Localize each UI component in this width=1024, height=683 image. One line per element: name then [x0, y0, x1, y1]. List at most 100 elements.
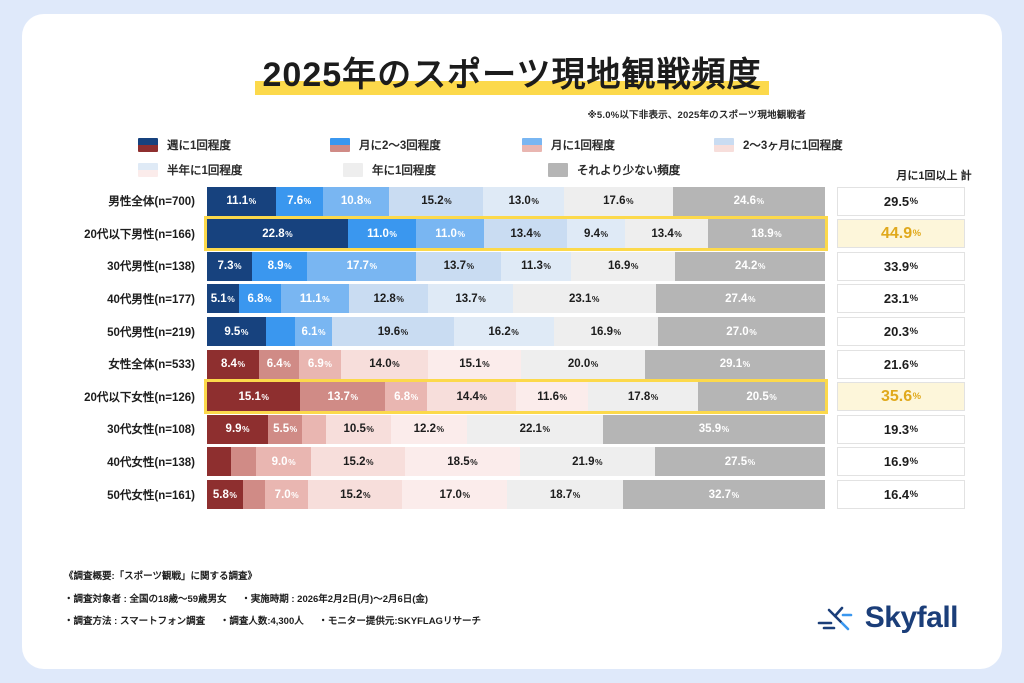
bar-segment[interactable]: 12.2%	[391, 414, 467, 444]
bar-segment[interactable]: 29.1%	[644, 349, 825, 379]
bar-segment[interactable]: 9.5%	[207, 317, 266, 347]
title-note: ※5.0%以下非表示、2025年のスポーツ現地観戦者	[587, 109, 806, 121]
bar-segment[interactable]: 8.9%	[252, 251, 308, 281]
bar-segment[interactable]	[242, 480, 266, 510]
bar-segment[interactable]: 7.6%	[275, 186, 323, 216]
bar-segment[interactable]: 6.8%	[238, 284, 281, 314]
bar-segment[interactable]: 32.7%	[622, 480, 825, 510]
percent-sign: %	[470, 456, 478, 467]
bar-segment[interactable]: 6.9%	[298, 349, 342, 379]
legend-label: 週に1回程度	[167, 139, 231, 152]
bar-segment[interactable]	[265, 317, 295, 347]
bar-segment[interactable]: 10.8%	[322, 186, 390, 216]
bar-segment[interactable]: 9.9%	[207, 414, 269, 444]
legend-item-1[interactable]: 月に2〜3回程度	[330, 137, 522, 153]
legend-item-2[interactable]: 月に1回程度	[522, 137, 714, 153]
bar-segment[interactable]: 21.9%	[519, 447, 655, 477]
bar-segment[interactable]: 11.0%	[416, 219, 485, 249]
logo-wordmark: Skyfall	[864, 601, 959, 634]
bar-segment[interactable]: 20.5%	[698, 382, 825, 412]
bar-segment[interactable]: 15.1%	[427, 349, 522, 379]
bar-segment[interactable]: 24.6%	[672, 186, 825, 216]
survey-heading: 《調査概要:「スポーツ観戦」に関する調査》	[64, 571, 257, 582]
bar-segment[interactable]: 22.1%	[466, 414, 604, 444]
legend-item-4[interactable]: 半年に1回程度	[138, 162, 343, 178]
bar-segment[interactable]: 6.4%	[258, 349, 299, 379]
bar-segment[interactable]: 17.8%	[588, 382, 699, 412]
bar-segment[interactable]: 7.0%	[265, 480, 309, 510]
survey-method: ・調査方法 : スマートフォン調査	[64, 616, 206, 627]
bar-segment[interactable]: 15.2%	[389, 186, 484, 216]
bar-segment[interactable]: 17.0%	[402, 480, 508, 510]
bar-segment[interactable]: 15.2%	[308, 480, 403, 510]
bar-segment[interactable]: 15.1%	[207, 382, 301, 412]
bar-segment[interactable]: 14.4%	[427, 382, 517, 412]
bar-segment[interactable]: 11.1%	[280, 284, 350, 314]
bar-segment[interactable]: 35.9%	[603, 414, 825, 444]
bar-segment[interactable]: 20.0%	[521, 349, 645, 379]
bar-segment[interactable]: 17.6%	[563, 186, 673, 216]
bar-segment[interactable]: 11.0%	[348, 219, 417, 249]
percent-sign: %	[324, 359, 332, 370]
percent-sign: %	[396, 293, 404, 304]
segment-value: 22.1	[519, 423, 542, 436]
bar-segment[interactable]: 23.1%	[512, 284, 656, 314]
percent-sign: %	[283, 359, 291, 370]
bar-segment[interactable]: 13.4%	[484, 219, 568, 249]
segment-value: 17.7	[346, 260, 369, 273]
bar-segment[interactable]: 13.0%	[483, 186, 564, 216]
bar-segment[interactable]: 13.7%	[428, 284, 513, 314]
bar-segment[interactable]: 5.5%	[268, 414, 303, 444]
percent-sign: %	[410, 391, 419, 402]
survey-provider: ・モニター提供元:SKYFLAGリサーチ	[318, 616, 481, 627]
bar-segment[interactable]: 9.0%	[255, 447, 312, 477]
percent-sign: %	[531, 196, 539, 207]
bar-segment[interactable]: 27.0%	[658, 317, 825, 347]
bar-segment[interactable]: 15.2%	[311, 447, 406, 477]
segment-value: 9.9	[225, 423, 242, 436]
bar-segment[interactable]: 8.4%	[207, 349, 259, 379]
bar-segment[interactable]: 27.5%	[655, 447, 825, 477]
bar-segment[interactable]: 10.5%	[326, 414, 392, 444]
bar-segment[interactable]: 6.1%	[294, 317, 333, 347]
segment-value: 10.8	[340, 195, 364, 208]
stacked-bar: 22.8% 11.0% 11.0% 13.4% 9.4% 13.4% 18.9%	[204, 216, 828, 252]
bar-segment[interactable]: 5.8%	[207, 480, 243, 510]
bar-segment[interactable]: 18.9%	[708, 219, 825, 249]
bar-segment[interactable]: 11.1%	[207, 186, 276, 216]
segment-value: 11.1	[299, 292, 322, 305]
bar-segment[interactable]: 16.9%	[553, 317, 659, 347]
bar-segment[interactable]: 13.7%	[300, 382, 386, 412]
bar-segment[interactable]: 14.0%	[341, 349, 428, 379]
bar-segment[interactable]: 18.5%	[405, 447, 520, 477]
bar-segment[interactable]: 5.1%	[207, 284, 239, 314]
legend-item-3[interactable]: 2〜3ヶ月に1回程度	[714, 137, 906, 153]
bar-segment[interactable]: 12.8%	[349, 284, 429, 314]
legend-item-5[interactable]: 年に1回程度	[343, 162, 548, 178]
bar-segment[interactable]: 17.7%	[307, 251, 417, 281]
legend-item-6[interactable]: それより少ない頻度	[548, 162, 753, 178]
legend-item-0[interactable]: 週に1回程度	[138, 137, 330, 153]
total-value: 23.1	[883, 291, 910, 307]
row-label: 男性全体(n=700)	[108, 196, 195, 209]
bar-segment[interactable]	[207, 447, 232, 477]
bar-segment[interactable]: 13.7%	[416, 251, 502, 281]
bar-segment[interactable]: 19.6%	[332, 317, 454, 347]
bar-segment[interactable]: 6.8%	[385, 382, 428, 412]
bar-segment[interactable]: 24.2%	[675, 251, 825, 281]
bar-segment[interactable]: 11.6%	[516, 382, 589, 412]
bar-segment[interactable]: 9.4%	[567, 219, 626, 249]
bar-segment[interactable]: 22.8%	[207, 219, 349, 249]
bar-segment[interactable]: 13.4%	[625, 219, 709, 249]
bar-segment[interactable]: 16.9%	[570, 251, 676, 281]
bar-segment[interactable]	[231, 447, 256, 477]
bar-segment[interactable]: 18.7%	[507, 480, 623, 510]
survey-target: ・調査対象者 : 全国の18歳〜59歳男女	[64, 594, 227, 605]
bar-segment[interactable]: 7.3%	[207, 251, 253, 281]
chart-row: 男性全体(n=700) 11.1% 7.6% 10.8% 15.2% 13.0% 17.6%…	[22, 186, 1002, 216]
bar-segment[interactable]: 11.3%	[501, 251, 571, 281]
bar-segment[interactable]: 16.2%	[453, 317, 554, 347]
segment-value: 24.6	[733, 195, 756, 208]
bar-segment[interactable]: 27.4%	[655, 284, 825, 314]
bar-segment[interactable]	[302, 414, 327, 444]
